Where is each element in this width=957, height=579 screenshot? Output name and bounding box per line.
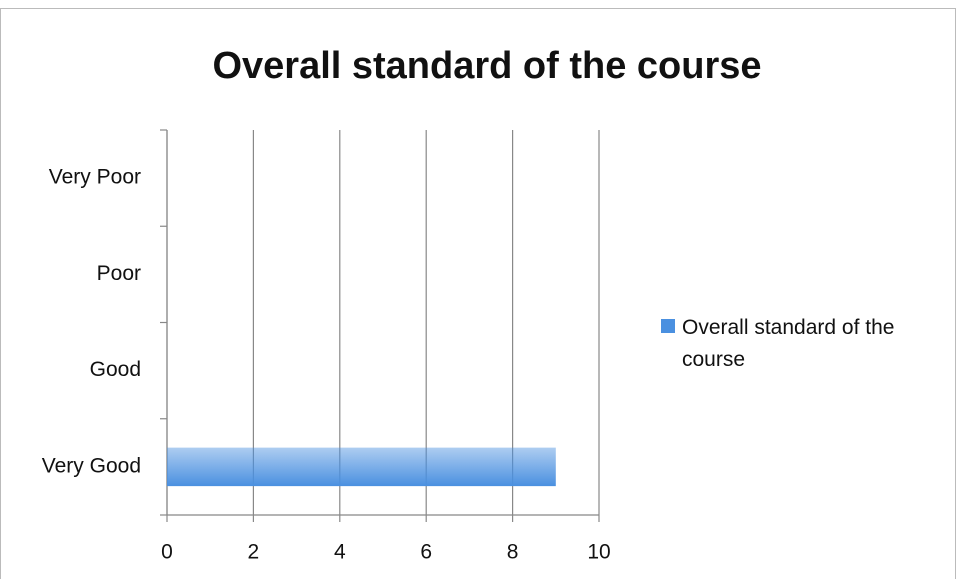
x-tick-label: 0 (161, 541, 173, 564)
x-tick-label: 10 (587, 541, 610, 564)
chart-title: Overall standard of the course (212, 45, 761, 87)
legend-swatch (661, 319, 675, 333)
bar (167, 447, 556, 487)
legend-label: Overall standard of the course (682, 316, 895, 371)
y-tick-label: Very Good (42, 454, 141, 477)
y-tick-label: Good (90, 358, 141, 381)
x-tick-label: 8 (507, 541, 519, 564)
x-tick-label: 2 (248, 541, 260, 564)
y-tick-label: Very Poor (49, 166, 141, 189)
frame (0, 8, 956, 579)
x-tick-label: 6 (420, 541, 432, 564)
x-tick-label: 4 (334, 541, 346, 564)
y-tick-label: Poor (97, 262, 141, 285)
